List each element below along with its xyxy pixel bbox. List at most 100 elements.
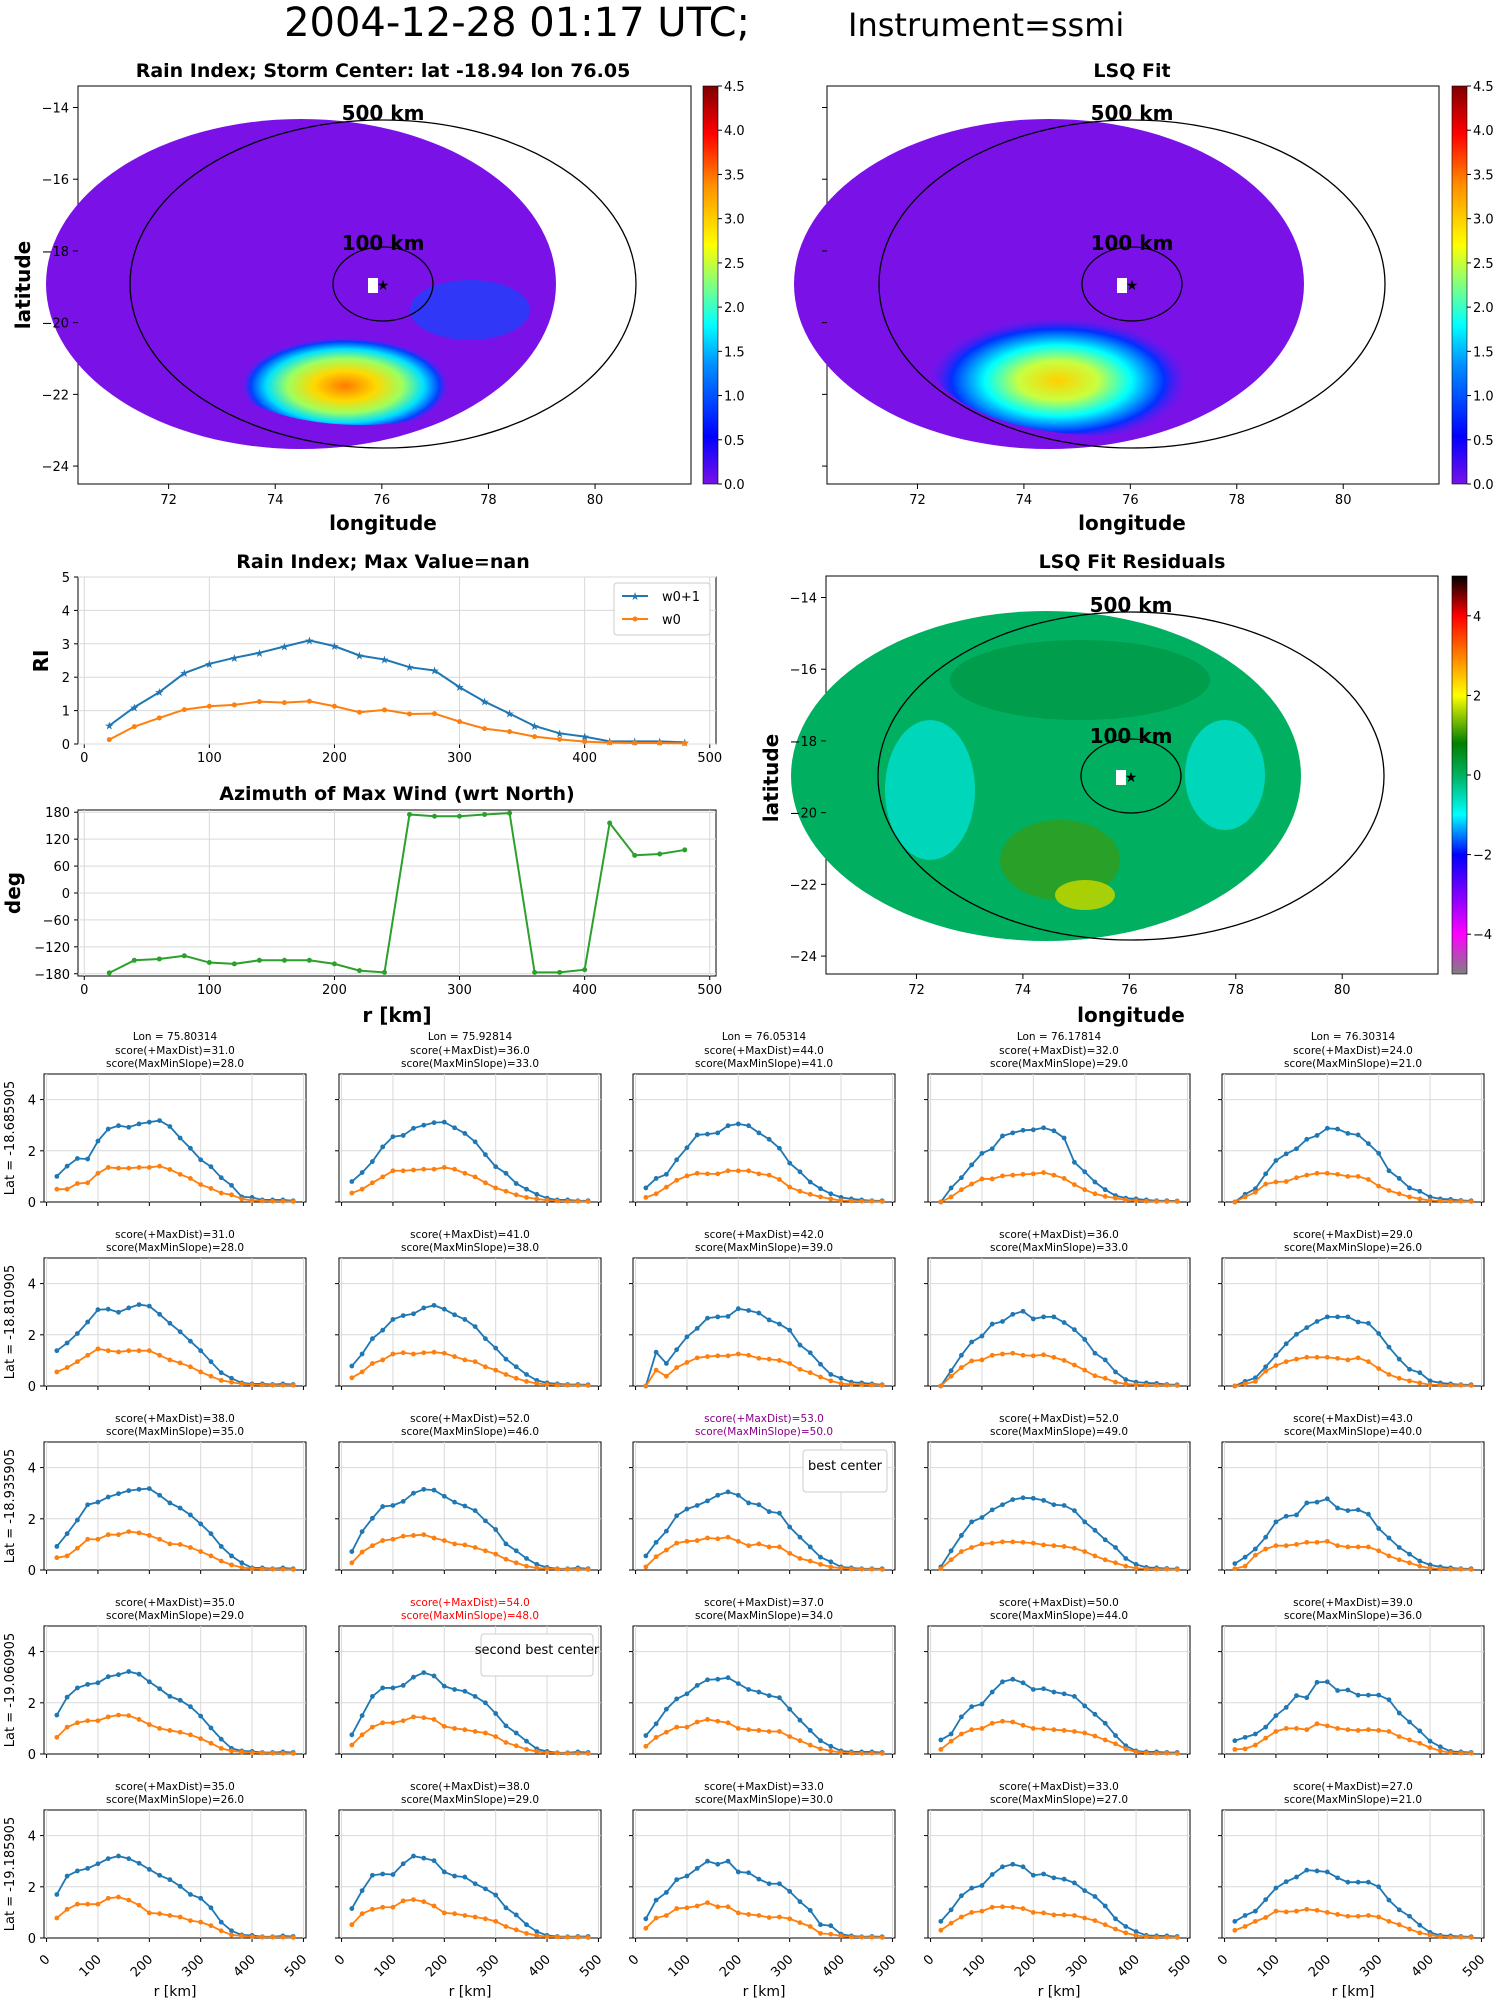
w0-point xyxy=(136,1717,142,1722)
cell-lon-title: Lon = 76.30314 xyxy=(1311,1031,1396,1043)
w0-point xyxy=(1010,1350,1016,1356)
w0p1-point xyxy=(167,1320,173,1326)
azimuth-point xyxy=(281,957,287,963)
w0-point xyxy=(807,1742,813,1748)
w0p1-point xyxy=(715,1314,721,1320)
row-lat-label: Lat = -19.185905 xyxy=(3,1817,18,1931)
w0-point xyxy=(400,1898,406,1904)
w0p1-point xyxy=(1335,1505,1340,1511)
w0p1-point xyxy=(349,1363,355,1369)
w0p1-point xyxy=(1252,1546,1258,1552)
w0-point xyxy=(979,1357,985,1363)
w0-point xyxy=(725,1353,731,1359)
w0-point xyxy=(848,1566,854,1572)
w0-point xyxy=(1092,1733,1098,1739)
w0-point xyxy=(177,1360,183,1366)
w0-point xyxy=(1335,1543,1340,1549)
w0-point xyxy=(828,1378,834,1384)
w0p1-point xyxy=(472,1881,478,1887)
w0p1-point xyxy=(167,1124,173,1129)
w0p1-point xyxy=(674,1513,680,1519)
azimuth-profile: Azimuth of Max Wind (wrt North) 0 100 200 3… xyxy=(1,783,722,1027)
w0p1-point xyxy=(157,1872,162,1878)
w0p1-point xyxy=(1242,1913,1248,1918)
x-tick-label: 72 xyxy=(909,493,926,508)
w0-point xyxy=(513,1743,519,1749)
w0p1-point xyxy=(958,1175,964,1181)
w0p1-point xyxy=(1082,1703,1088,1709)
w0p1-point xyxy=(1407,1185,1412,1191)
w0-point xyxy=(1164,1382,1170,1388)
cell-score-maxdist: score(+MaxDist)=36.0 xyxy=(999,1229,1119,1241)
w0p1-point xyxy=(979,1150,985,1156)
w0-point xyxy=(554,1750,560,1756)
w0-point xyxy=(1092,1918,1098,1923)
w0-point xyxy=(472,1359,478,1365)
w0-point xyxy=(1113,1560,1118,1566)
w0p1-point xyxy=(1000,1864,1005,1870)
w0-point xyxy=(1273,1908,1279,1914)
w0-point xyxy=(1000,1718,1005,1724)
w0-point xyxy=(181,707,187,713)
w0-point xyxy=(369,1180,375,1186)
w0-point xyxy=(54,1186,60,1192)
x-tick-label: 0 xyxy=(626,1952,642,1968)
y-tick-label: 4 xyxy=(28,1830,36,1845)
w0p1-point xyxy=(513,1548,519,1554)
w0-point xyxy=(544,1382,550,1387)
w0-point xyxy=(1273,1729,1279,1734)
w0-point xyxy=(1174,1751,1180,1756)
w0-point xyxy=(643,1925,649,1931)
w0-point xyxy=(1123,1381,1129,1387)
w0-point xyxy=(938,1199,944,1205)
w0-point xyxy=(229,1748,234,1754)
w0-point xyxy=(1448,1750,1454,1756)
w0-point xyxy=(157,1911,162,1917)
w0-point xyxy=(958,1731,964,1737)
w0p1-point xyxy=(1072,1327,1077,1333)
w0-point xyxy=(1345,1727,1351,1733)
w0p1-point xyxy=(948,1907,954,1913)
w0p1-point xyxy=(452,1873,457,1879)
w0-point xyxy=(1263,1546,1269,1552)
w0p1-point xyxy=(452,1125,457,1131)
w0-point xyxy=(1133,1933,1139,1938)
w0p1-point xyxy=(1294,1331,1299,1337)
cell-axes xyxy=(1221,1257,1485,1387)
y-tick-label: −14 xyxy=(42,102,69,117)
w0p1-point: ★ xyxy=(430,665,440,678)
w0-point xyxy=(1396,1734,1402,1739)
colorbar-tick-label: 2.5 xyxy=(724,257,745,272)
cell-score-maxdist: score(+MaxDist)=50.0 xyxy=(999,1597,1119,1609)
w0p1-point xyxy=(1427,1562,1433,1568)
ri-title: Rain Index; Max Value=nan xyxy=(236,551,529,573)
w0-point xyxy=(270,1934,276,1940)
w0-point xyxy=(441,1910,447,1916)
y-tick-label: 2 xyxy=(28,1881,36,1896)
w0p1-point xyxy=(989,1507,995,1513)
w0-point xyxy=(1263,1735,1269,1741)
w0-point xyxy=(1314,1354,1320,1360)
azimuth-point xyxy=(381,969,387,975)
w0-point xyxy=(534,1565,540,1571)
w0p1-point xyxy=(715,1130,721,1136)
x-tick-label: 0 xyxy=(921,1952,937,1968)
w0p1-point: ★ xyxy=(304,634,314,647)
w0p1-point xyxy=(431,1302,437,1308)
w0p1-point xyxy=(400,1313,406,1318)
w0-point xyxy=(787,1916,793,1922)
cell-score-maxminslope: score(MaxMinSlope)=49.0 xyxy=(990,1426,1128,1438)
x-tick-label: 200 xyxy=(1012,1952,1040,1980)
cell-score-maxminslope: score(MaxMinSlope)=29.0 xyxy=(990,1058,1128,1070)
w0-point xyxy=(156,715,162,721)
w0-point xyxy=(1458,1198,1464,1204)
w0p1-point xyxy=(663,1528,669,1534)
w0-point xyxy=(746,1543,751,1549)
w0p1-point xyxy=(105,1494,111,1500)
w0-point xyxy=(177,1171,183,1177)
w0-point xyxy=(411,1351,416,1357)
ri-legend: ★ w0+1 w0 xyxy=(613,582,711,636)
w0-point xyxy=(64,1906,70,1912)
w0-point xyxy=(838,1565,844,1571)
azimuth-point xyxy=(181,953,187,959)
